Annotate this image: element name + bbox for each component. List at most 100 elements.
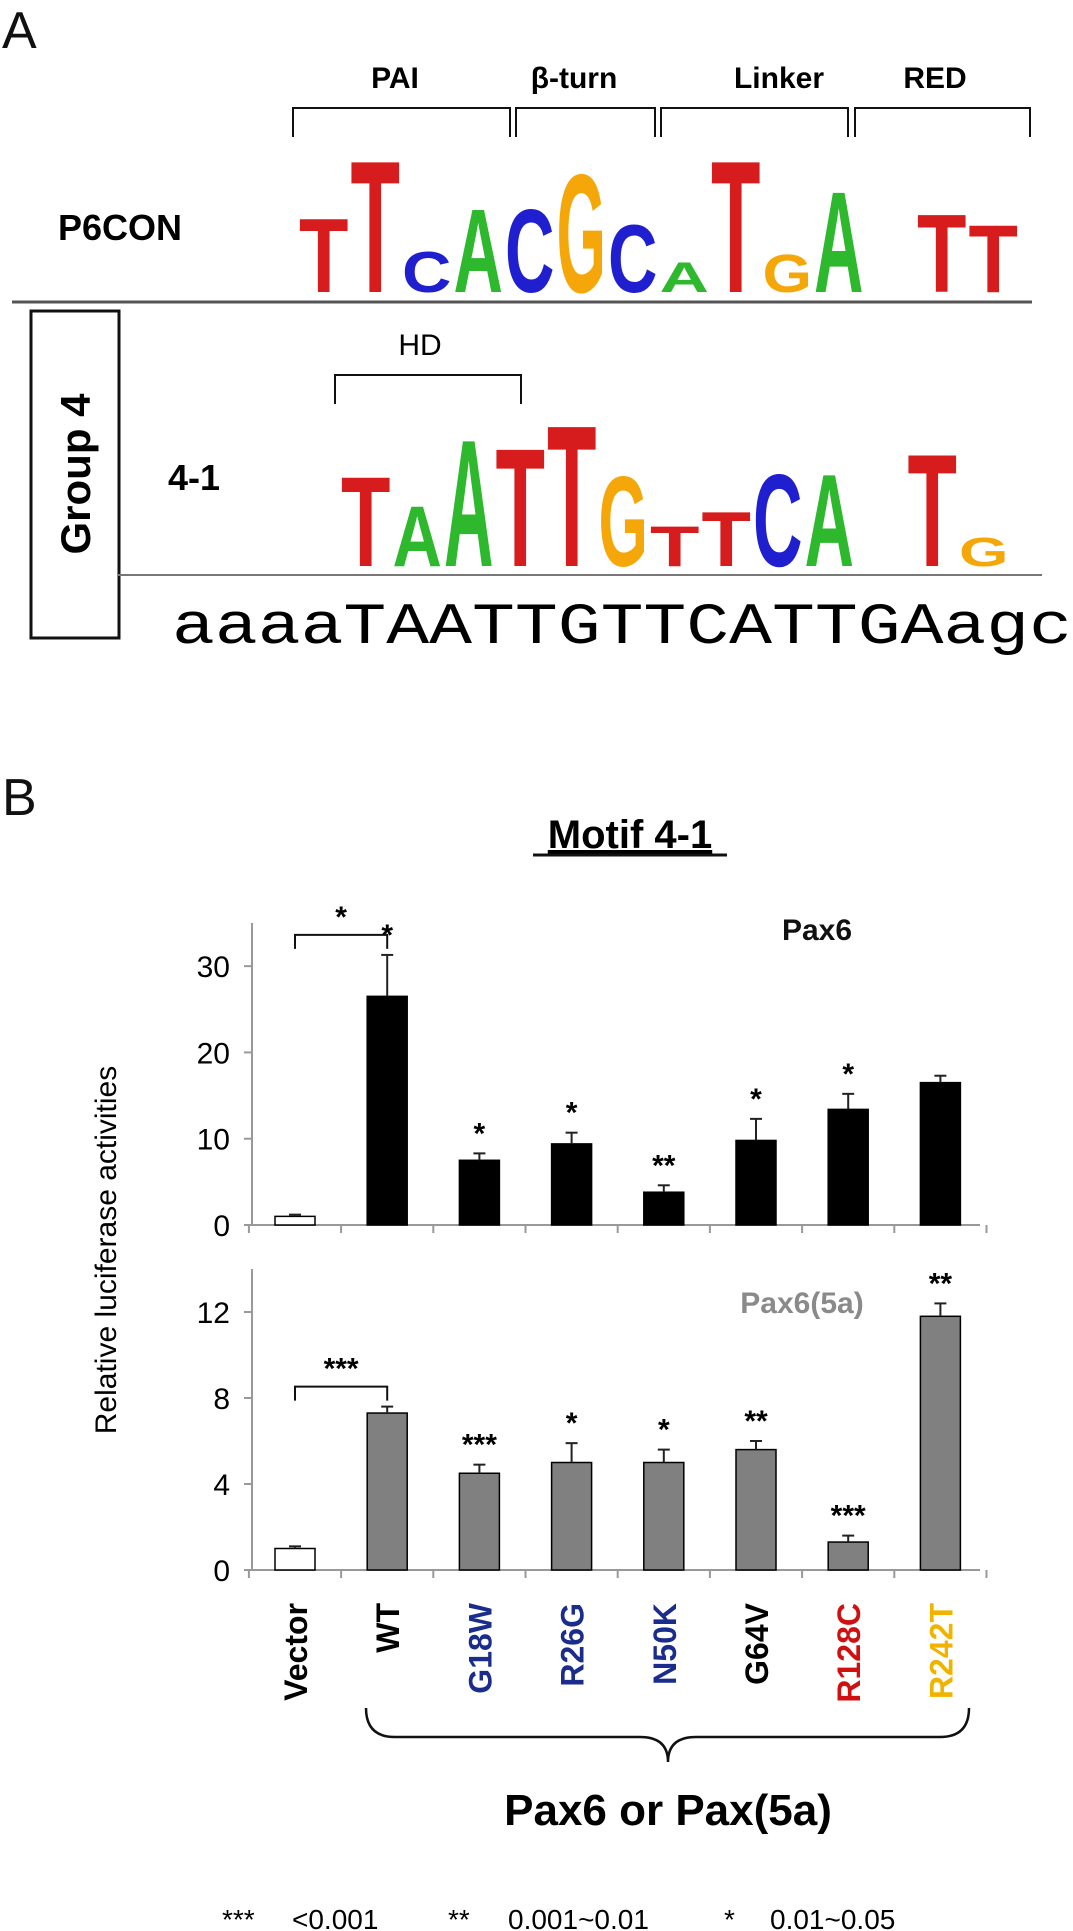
domain-label-linker: Linker (734, 62, 824, 95)
bar-g64v (735, 1139, 777, 1226)
motif-logo-letter-a: A (805, 447, 854, 594)
p6con-logo-letter-c: C (402, 240, 451, 305)
significance-mark: * (566, 1407, 578, 1440)
p6con-logo-letter-t: T (711, 122, 760, 333)
motif-logo-letter-g: G (959, 529, 1008, 575)
comparison-bracket (294, 1385, 389, 1401)
p6con-logo-letter-t: T (351, 122, 400, 333)
x-tick-labels: Vector WT G18W R26G N50K G64V R128C R242T (278, 1602, 959, 1702)
hd-bracket (334, 374, 522, 404)
category-label-r26g: R26G (555, 1603, 591, 1687)
significance-mark: ** (744, 1405, 768, 1438)
p6con-logo-letter-t: T (917, 191, 966, 316)
y-tick-label: 30 (197, 951, 230, 984)
bar-r26g (550, 1143, 593, 1226)
motif-logo-letter-t: T (908, 422, 957, 601)
y-tick-label: 20 (197, 1037, 230, 1070)
y-tick-label: 0 (213, 1555, 230, 1588)
motif-logo-letter-t: T (496, 414, 545, 602)
comparison-bracket (294, 933, 389, 949)
bar-wt (366, 995, 408, 1226)
significance-mark: * (658, 1414, 670, 1447)
motif-logo-letter-t: T (547, 384, 596, 610)
panel-b-letter: B (2, 769, 37, 827)
significance-mark: ** (652, 1149, 676, 1182)
p6con-logo-letter-c: C (505, 185, 554, 318)
p6con-logo-letter-a: A (454, 185, 503, 318)
legend-range-3: 0.01~0.05 (770, 1904, 895, 1931)
panel-a-letter: A (2, 2, 37, 60)
motif-logo-letter-g: G (599, 451, 648, 594)
significance-mark: * (474, 1117, 486, 1150)
bar-vector (274, 1547, 316, 1571)
group-label: Group 4 (52, 393, 99, 555)
p6con-logo-letter-g: G (763, 244, 812, 304)
significance-legend: *** <0.001 ** 0.001~0.01 * 0.01~0.05 (222, 1904, 895, 1931)
category-label-g18w: G18W (462, 1602, 498, 1693)
domain-brackets (292, 107, 1031, 137)
bar-g18w (458, 1159, 501, 1226)
bar-r128c (827, 1108, 869, 1226)
motif-logo-letter-t: T (341, 451, 390, 594)
y-tick-label: 12 (197, 1297, 230, 1330)
significance-mark: *** (831, 1500, 866, 1533)
y-axis-label: Relative luciferase activities (90, 1066, 123, 1434)
p6con-logo-letter-t: T (969, 205, 1018, 312)
p6con-logo-letter-a: A (660, 255, 709, 302)
group-box (29, 309, 121, 640)
chart-title: Motif 4-1 (548, 813, 712, 857)
motif-logo-letter-c: C (753, 447, 802, 594)
significance-mark: * (842, 1058, 854, 1091)
red-bracket (854, 107, 1031, 137)
significance-mark: * (750, 1083, 762, 1116)
significance-mark: *** (462, 1429, 497, 1462)
motif-logo-letter-a: A (393, 488, 442, 585)
motif-logo-letter-a: A (444, 404, 493, 606)
legend-range-2: 0.001~0.01 (508, 1904, 649, 1931)
p6con-logo-letter-a: A (814, 162, 863, 324)
bar-g64v (735, 1448, 777, 1571)
group-brace-label: Pax6 or Pax(5a) (504, 1786, 832, 1835)
bar-r128c (827, 1541, 869, 1571)
domain-label-pai: PAI (371, 62, 419, 95)
comparison-bracket-label: * (335, 901, 347, 934)
category-label-wt: WT (370, 1603, 406, 1653)
p6con-logo-letter-g: G (557, 140, 606, 328)
series-label: Pax6 (782, 914, 852, 947)
linker-bracket (660, 107, 849, 137)
bar-wt (366, 1412, 408, 1571)
series-label: Pax6(5a) (740, 1287, 863, 1320)
legend-stars-1: *** (222, 1904, 255, 1931)
category-label-r242t: R242T (923, 1603, 959, 1700)
bar-g18w (458, 1472, 501, 1571)
motif-label: 4-1 (168, 457, 220, 498)
p6con-logo-letter-t: T (299, 196, 348, 314)
bar-r242t (919, 1315, 962, 1571)
consensus-sequence: aaaaTAATTGTTCATTGAagc (172, 596, 1072, 661)
hd-label: HD (398, 329, 441, 362)
group-brace (364, 1707, 971, 1763)
y-tick-label: 4 (213, 1469, 230, 1502)
p6con-label: P6CON (58, 207, 182, 248)
y-tick-label: 10 (197, 1124, 230, 1157)
category-label-r128c: R128C (831, 1603, 867, 1703)
bar-n50k (643, 1461, 685, 1571)
comparison-bracket-label: *** (324, 1353, 359, 1386)
domain-label-red: RED (903, 62, 966, 95)
bar-n50k (643, 1191, 685, 1226)
domain-label-beta-turn: β-turn (531, 62, 618, 95)
legend-stars-2: ** (448, 1904, 470, 1931)
y-tick-label: 0 (213, 1210, 230, 1243)
beta-turn-bracket (515, 107, 656, 137)
significance-mark: ** (929, 1267, 953, 1300)
bar-vector (274, 1215, 316, 1226)
legend-range-1: <0.001 (292, 1904, 378, 1931)
category-label-vector: Vector (278, 1603, 314, 1701)
bar-r242t (919, 1081, 962, 1226)
bar-r26g (550, 1461, 593, 1571)
